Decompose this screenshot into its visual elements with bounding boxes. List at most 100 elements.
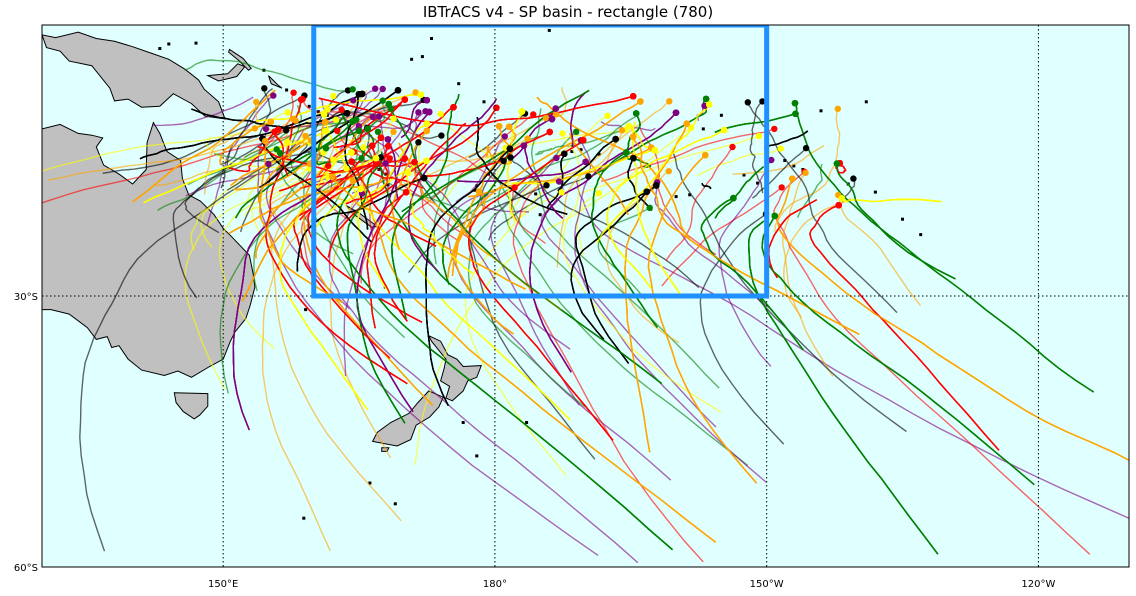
new-ireland-island <box>228 48 252 71</box>
cyclone-track <box>718 159 772 367</box>
islet-marker <box>167 42 171 46</box>
genesis-point <box>633 110 640 117</box>
genesis-point <box>789 175 796 182</box>
cyclone-track <box>391 93 460 320</box>
cyclone-track <box>665 146 734 262</box>
genesis-point <box>802 169 809 176</box>
genesis-point <box>322 119 329 126</box>
longitude-tick-label: 120°W <box>1021 579 1055 590</box>
cyclone-track <box>523 130 623 197</box>
cyclone-track <box>48 91 416 181</box>
genesis-point <box>355 123 363 130</box>
genesis-point <box>265 160 272 168</box>
cyclone-track <box>530 108 720 389</box>
genesis-point <box>358 155 365 162</box>
cyclone-track <box>358 125 571 350</box>
cyclone-track <box>219 163 364 394</box>
genesis-point <box>284 138 291 146</box>
islet-marker <box>901 217 904 221</box>
genesis-point <box>543 182 550 189</box>
genesis-point <box>646 204 653 211</box>
genesis-point <box>623 149 630 156</box>
genesis-point <box>377 134 385 141</box>
genesis-point <box>270 92 277 99</box>
genesis-point <box>791 100 799 107</box>
cyclone-track <box>233 163 311 191</box>
map-layer: 150°E 180° 150°W 120°W 30°S 60°S <box>14 24 1130 590</box>
genesis-point <box>357 185 364 193</box>
cyclone-track <box>546 153 565 209</box>
genesis-point <box>390 128 397 135</box>
islet-marker <box>688 193 692 197</box>
cyclone-track <box>557 138 616 192</box>
genesis-point <box>412 89 419 96</box>
genesis-point <box>348 158 355 165</box>
genesis-point <box>385 142 392 150</box>
genesis-point <box>561 150 568 157</box>
map-frame <box>41 24 1130 568</box>
genesis-point <box>643 188 650 195</box>
genesis-point <box>348 149 355 156</box>
islet-marker <box>304 308 308 312</box>
genesis-point <box>838 195 845 202</box>
cyclone-track <box>761 215 1035 486</box>
genesis-point <box>475 188 483 195</box>
cyclone-track <box>591 151 658 328</box>
cyclone-track <box>699 213 785 445</box>
islet-marker <box>579 148 583 152</box>
genesis-point <box>438 132 445 139</box>
cyclone-track <box>555 87 568 118</box>
genesis-point <box>558 189 565 196</box>
cyclone-track <box>79 144 301 552</box>
islet-marker <box>792 164 796 168</box>
genesis-point <box>423 120 431 127</box>
genesis-point <box>833 160 841 167</box>
cyclone-track <box>406 172 474 275</box>
cyclone-track <box>574 140 767 483</box>
genesis-point <box>437 110 444 118</box>
genesis-point <box>850 175 857 182</box>
genesis-point <box>706 101 713 108</box>
islet-marker <box>393 502 397 506</box>
genesis-point <box>349 86 356 93</box>
genesis-point <box>349 177 357 185</box>
genesis-point <box>364 125 371 133</box>
selection-rectangle <box>311 25 770 299</box>
cyclone-track <box>575 181 1129 520</box>
genesis-point <box>426 108 433 116</box>
genesis-point <box>585 173 592 180</box>
genesis-point <box>262 125 270 133</box>
genesis-point <box>262 137 269 145</box>
genesis-point <box>329 173 336 180</box>
genesis-point <box>511 184 518 191</box>
genesis-point <box>759 98 766 105</box>
genesis-point <box>330 92 337 100</box>
islet-marker <box>570 150 574 153</box>
genesis-point <box>423 157 430 164</box>
genesis-point <box>500 157 507 165</box>
solomon-islands <box>268 75 283 89</box>
genesis-point <box>253 98 260 106</box>
cyclone-track <box>143 130 326 204</box>
islet-marker <box>819 109 823 113</box>
genesis-point <box>417 91 424 98</box>
cyclone-track <box>632 136 860 335</box>
cyclone-track <box>328 193 639 564</box>
genesis-point <box>702 95 710 103</box>
cyclone-track <box>489 157 580 406</box>
cyclone-track <box>570 92 586 148</box>
cyclone-track <box>628 125 655 154</box>
longitude-tick-label: 150°W <box>750 579 784 590</box>
cyclone-track <box>279 153 406 339</box>
genesis-point <box>360 144 367 151</box>
cyclone-track <box>575 184 657 364</box>
genesis-point <box>338 106 345 114</box>
cyclone-track <box>265 99 408 385</box>
islet-marker <box>873 190 877 194</box>
cyclone-track <box>488 175 589 241</box>
genesis-point <box>630 155 637 162</box>
genesis-point <box>493 104 500 112</box>
cyclone-track <box>132 89 276 203</box>
cyclone-track <box>604 100 670 170</box>
